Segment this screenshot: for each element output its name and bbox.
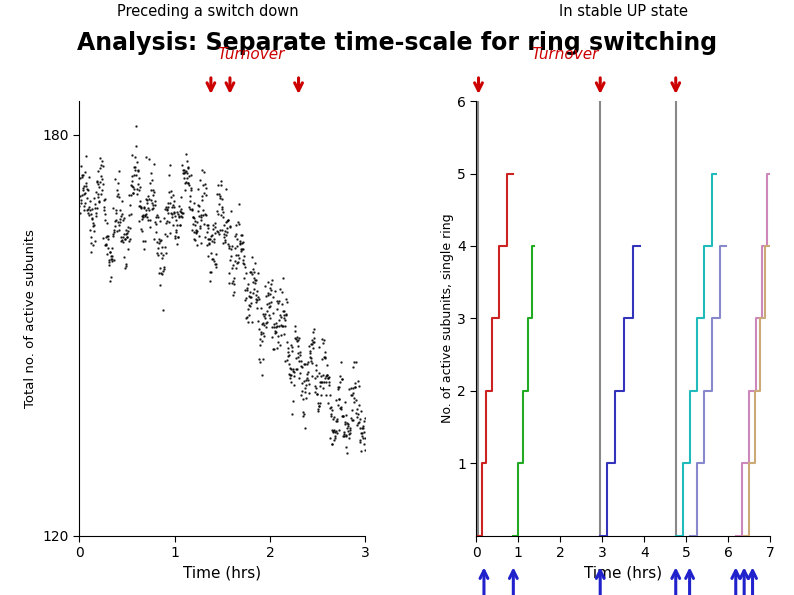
- Text: Turnover: Turnover: [218, 47, 284, 62]
- Text: In stable UP state: In stable UP state: [559, 4, 688, 18]
- Text: Preceding a switch down: Preceding a switch down: [118, 4, 299, 18]
- Y-axis label: Total no. of active subunits: Total no. of active subunits: [24, 229, 37, 408]
- Text: Analysis: Separate time-scale for ring switching: Analysis: Separate time-scale for ring s…: [77, 30, 717, 55]
- X-axis label: Time (hrs): Time (hrs): [183, 565, 261, 581]
- X-axis label: Time (hrs): Time (hrs): [584, 565, 662, 581]
- Text: Turnover: Turnover: [531, 47, 598, 62]
- Y-axis label: No. of active subunits, single ring: No. of active subunits, single ring: [441, 214, 454, 423]
